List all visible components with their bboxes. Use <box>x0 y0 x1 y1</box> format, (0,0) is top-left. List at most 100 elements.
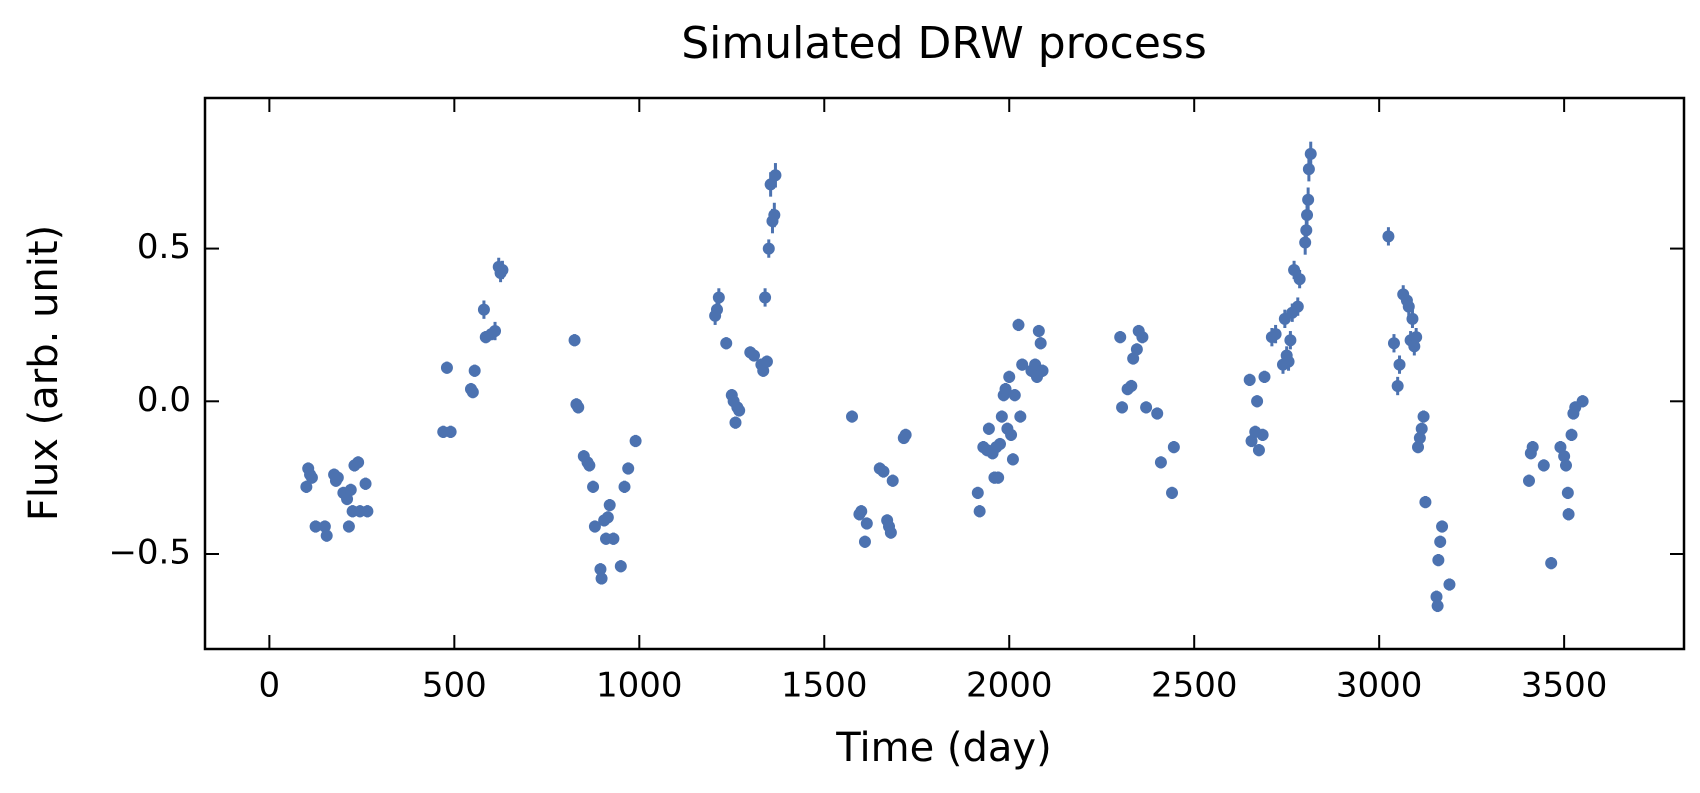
data-point <box>1151 407 1164 420</box>
data-point <box>477 303 490 316</box>
data-point <box>860 517 873 530</box>
data-point <box>1243 373 1256 386</box>
data-point <box>1032 325 1045 338</box>
data-point <box>318 520 331 533</box>
data-point <box>466 386 479 399</box>
data-point <box>1576 395 1589 408</box>
data-point <box>886 474 899 487</box>
data-point <box>762 242 775 255</box>
data-point <box>1284 334 1297 347</box>
data-point <box>595 572 608 585</box>
data-point <box>1006 453 1019 466</box>
data-point <box>1413 431 1426 444</box>
data-point <box>764 178 777 191</box>
data-point <box>712 291 725 304</box>
data-point <box>999 383 1012 396</box>
data-point <box>884 526 897 539</box>
data-point <box>1003 370 1016 383</box>
data-point <box>1251 395 1264 408</box>
data-point <box>1269 328 1282 341</box>
x-tick-label: 3500 <box>1521 666 1608 706</box>
data-point <box>1415 422 1428 435</box>
data-point <box>1125 380 1138 393</box>
data-point <box>1436 520 1449 533</box>
data-point <box>759 291 772 304</box>
data-point <box>629 435 642 448</box>
y-tick-label: 0.0 <box>137 380 191 420</box>
data-point <box>1154 456 1167 469</box>
data-point <box>768 208 781 221</box>
data-point <box>1410 331 1423 344</box>
data-point <box>1559 459 1572 472</box>
data-point <box>1034 337 1047 350</box>
data-point <box>1166 486 1179 499</box>
data-point <box>846 410 859 423</box>
data-point <box>858 535 871 548</box>
data-point <box>1012 318 1025 331</box>
data-point <box>1114 331 1127 344</box>
data-point <box>1537 459 1550 472</box>
data-point <box>1443 578 1456 591</box>
data-point <box>1282 355 1295 368</box>
y-axis-label: Flux (arb. unit) <box>21 225 67 521</box>
data-point <box>1562 508 1575 521</box>
data-point <box>1256 428 1269 441</box>
data-point <box>899 428 912 441</box>
data-point <box>320 529 333 542</box>
data-point <box>729 416 742 429</box>
chart-title: Simulated DRW process <box>681 18 1207 69</box>
x-tick-label: 1500 <box>781 666 868 706</box>
data-point <box>1558 450 1571 463</box>
data-point <box>309 520 322 533</box>
data-point <box>305 471 318 484</box>
x-tick-label: 1000 <box>596 666 683 706</box>
data-point <box>341 493 354 506</box>
data-point <box>1387 337 1400 350</box>
data-point <box>603 499 616 512</box>
data-point <box>1565 428 1578 441</box>
data-point <box>607 532 620 545</box>
data-point <box>1301 208 1314 221</box>
data-point <box>1245 435 1258 448</box>
data-point <box>1116 401 1129 414</box>
data-point <box>992 471 1005 484</box>
data-point <box>572 401 585 414</box>
data-point <box>1167 441 1180 454</box>
data-point <box>1434 535 1447 548</box>
data-point <box>601 511 614 524</box>
data-point <box>1391 380 1404 393</box>
data-point <box>331 471 344 484</box>
data-point <box>468 364 481 377</box>
data-point <box>1393 358 1406 371</box>
data-point <box>352 456 365 469</box>
data-point <box>995 410 1008 423</box>
x-tick-label: 3000 <box>1336 666 1423 706</box>
data-point <box>1554 441 1567 454</box>
data-point <box>757 364 770 377</box>
data-point <box>361 505 374 518</box>
data-point <box>720 337 733 350</box>
data-point <box>1522 474 1535 487</box>
data-point <box>587 480 600 493</box>
plot-frame <box>203 96 1686 651</box>
data-point <box>1431 599 1444 612</box>
data-point <box>1136 331 1149 344</box>
data-point <box>496 263 509 276</box>
data-point <box>342 520 355 533</box>
data-point <box>1304 147 1317 160</box>
data-point <box>1419 496 1432 509</box>
data-point <box>1432 554 1445 567</box>
data-point <box>1130 343 1143 356</box>
data-point <box>747 349 760 362</box>
data-point <box>971 486 984 499</box>
data-point <box>1526 441 1539 454</box>
data-point <box>440 361 453 374</box>
data-point <box>1016 358 1029 371</box>
y-tick-label: −0.5 <box>108 533 191 573</box>
data-point <box>1005 428 1018 441</box>
data-point <box>1302 163 1315 176</box>
data-point <box>1252 444 1265 457</box>
x-tick-label: 2500 <box>1151 666 1238 706</box>
data-point <box>1382 230 1395 243</box>
